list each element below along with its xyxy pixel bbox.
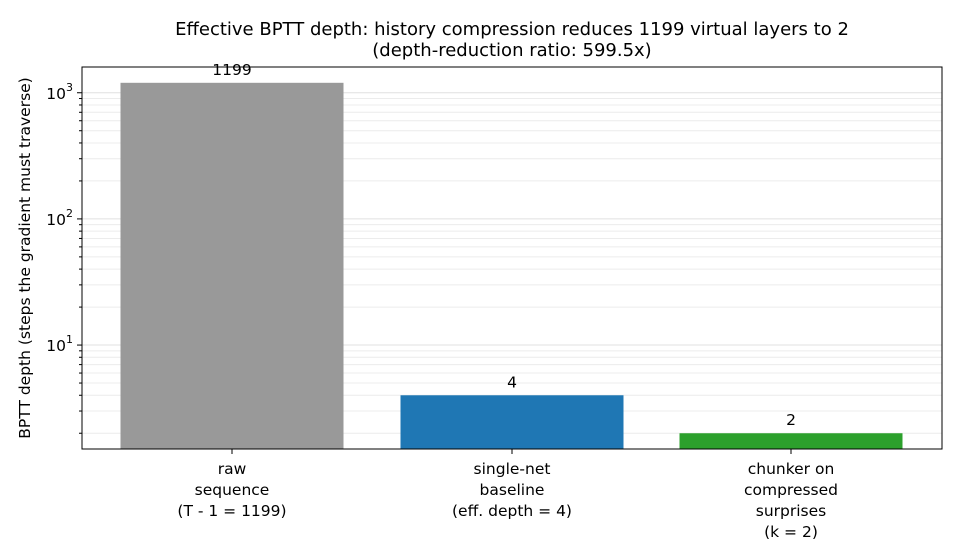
x-category-label: (k = 2) xyxy=(764,523,818,541)
x-axis: raw sequence (T - 1 = 1199) single-net basel… xyxy=(177,449,838,541)
bar-2 xyxy=(400,395,624,449)
chart-title: Effective BPTT depth: history compressio… xyxy=(175,19,849,61)
bar-value-label: 2 xyxy=(786,411,796,429)
x-category-label: baseline xyxy=(480,481,545,499)
x-category-label: surprises xyxy=(756,502,826,520)
x-category-label: single-net xyxy=(474,460,551,478)
bar-value-label: 1199 xyxy=(212,61,251,79)
y-tick-label: 102 xyxy=(46,207,73,229)
x-category-label: chunker on xyxy=(748,460,835,478)
chart-title-line-1: Effective BPTT depth: history compressio… xyxy=(175,19,849,40)
bar-value-label: 4 xyxy=(507,373,517,391)
y-axis-label: BPTT depth (steps the gradient must trav… xyxy=(16,77,34,438)
x-category-label: (eff. depth = 4) xyxy=(452,502,572,520)
y-tick-label: 103 xyxy=(46,81,73,103)
y-tick-label: 101 xyxy=(46,333,73,355)
bars: 1199 4 2 xyxy=(120,61,903,449)
x-category-label: (T - 1 = 1199) xyxy=(177,502,286,520)
x-category-label: raw xyxy=(218,460,247,478)
bar-3 xyxy=(679,433,903,449)
bar-1 xyxy=(120,82,344,449)
chart-title-line-2: (depth-reduction ratio: 599.5x) xyxy=(372,40,651,61)
y-axis: 101 102 103 xyxy=(46,81,82,434)
x-category-label: sequence xyxy=(195,481,270,499)
x-category-label: compressed xyxy=(744,481,838,499)
